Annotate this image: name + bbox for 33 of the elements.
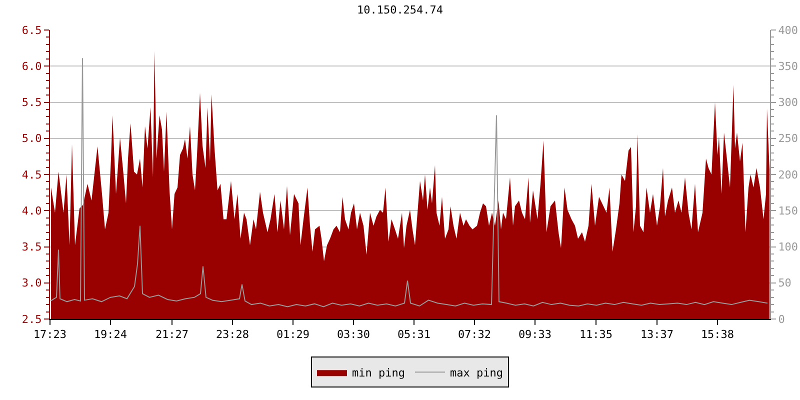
y2-tick-label: 100 [778, 240, 798, 254]
x-tick-label: 01:29 [276, 328, 310, 342]
y-tick-label: 6.0 [22, 60, 42, 73]
legend-label: max ping [450, 366, 503, 380]
y2-tick-label: 400 [778, 24, 798, 37]
legend-label: min ping [352, 366, 405, 380]
y2-tick-label: 300 [778, 96, 798, 110]
x-tick-label: 15:38 [700, 328, 734, 342]
y2-tick-label: 350 [778, 60, 798, 73]
x-tick-label: 07:32 [458, 328, 492, 342]
y2-tick-label: 200 [778, 168, 798, 182]
y-tick-label: 4.5 [22, 168, 42, 182]
y-tick-label: 5.5 [22, 96, 42, 110]
y-tick-label: 2.5 [22, 312, 42, 326]
x-tick-label: 13:37 [640, 328, 674, 342]
y2-tick-label: 50 [778, 276, 792, 290]
y-tick-label: 4.0 [22, 204, 42, 218]
x-tick-label: 03:30 [336, 328, 370, 342]
chart-title: 10.150.254.74 [356, 4, 444, 17]
x-tick-label: 05:31 [397, 328, 431, 342]
y-tick-label: 3.0 [22, 276, 42, 290]
x-tick-label: 17:23 [33, 328, 67, 342]
y2-tick-label: 150 [778, 204, 798, 218]
y2-tick-label: 0 [778, 312, 785, 326]
x-tick-label: 21:27 [155, 328, 189, 342]
y-tick-label: 5.0 [22, 132, 42, 146]
y-tick-label: 3.5 [22, 240, 42, 254]
x-tick-label: 23:28 [216, 328, 250, 342]
y-tick-label: 6.5 [22, 24, 42, 37]
x-tick-label: 11:35 [579, 328, 613, 342]
x-tick-label: 19:24 [94, 328, 128, 342]
x-tick-label: 09:33 [518, 328, 552, 342]
y2-tick-label: 250 [778, 132, 798, 146]
